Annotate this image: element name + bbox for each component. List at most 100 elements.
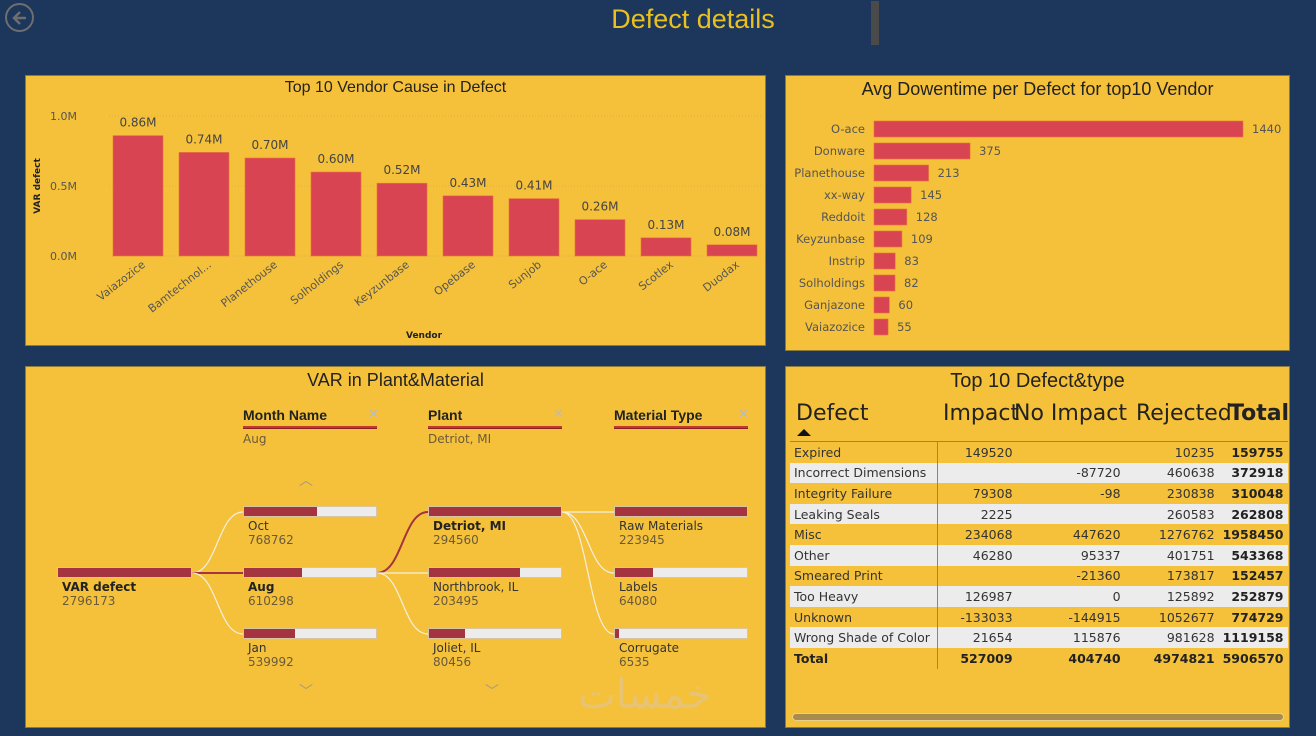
back-button[interactable] — [5, 3, 34, 32]
remove-month-level-icon[interactable]: ✕ — [368, 407, 379, 422]
value-fill — [615, 629, 619, 638]
material-node-bar[interactable] — [614, 567, 748, 578]
data-label: 0.86M — [119, 116, 156, 130]
node-name: Jan — [248, 641, 267, 655]
col-header-defect[interactable]: Defect — [796, 401, 869, 426]
material-node-label: Corrugate 6535 — [619, 641, 679, 669]
defect-table-panel: Top 10 Defect&type Defect Impact No Impa… — [785, 366, 1290, 728]
node-value: 294560 — [433, 533, 479, 547]
x-axis-label: Vendor — [406, 331, 443, 341]
value-fill — [429, 568, 521, 577]
table-row[interactable]: Leaking Seals 2225 260583 262808 — [790, 503, 1288, 525]
value-cell — [937, 462, 1017, 484]
level-header-plant[interactable]: Plant — [428, 407, 463, 423]
downtime-chart-title: Avg Dowentime per Defect for top10 Vendo… — [861, 79, 1214, 99]
remove-plant-level-icon[interactable]: ✕ — [553, 407, 564, 422]
node-name: Detriot, MI — [433, 519, 506, 533]
value-cell: 260583 — [1124, 503, 1219, 525]
table-row[interactable]: Incorrect Dimensions -87720 460638 372918 — [790, 462, 1288, 484]
value-cell: 543368 — [1218, 544, 1288, 566]
table-row[interactable]: Wrong Shade of Color 21654 115876 981628 111… — [790, 627, 1288, 648]
decomp-title: VAR in Plant&Material — [307, 370, 484, 390]
level-underline — [614, 426, 748, 429]
category-label: Donware — [814, 144, 865, 158]
remove-material-level-icon[interactable]: ✕ — [738, 407, 749, 422]
node-name: Corrugate — [619, 641, 680, 655]
table-row[interactable]: Other 46280 95337 401751 543368 — [790, 544, 1288, 566]
month-node-bar[interactable] — [243, 506, 377, 517]
data-label: 145 — [920, 188, 942, 202]
value-cell: -87720 — [1016, 462, 1125, 484]
defect-table: Expired 149520 10235 159755 Incorrect Dimens… — [790, 442, 1288, 669]
data-label: 60 — [898, 298, 913, 312]
data-label: 0.08M — [713, 225, 750, 239]
value-cell: 126987 — [937, 586, 1017, 607]
x-tick-label: O-ace — [576, 258, 610, 288]
value-cell: 372918 — [1218, 462, 1288, 484]
vendor-chart-panel: Top 10 Vendor Cause in Defect 0.0M 0.5M 1.… — [25, 75, 766, 346]
watermark: خمسات — [578, 672, 712, 718]
data-label: 109 — [911, 232, 933, 246]
plant-node-bar[interactable] — [428, 567, 562, 578]
table-row[interactable]: Smeared Print -21360 173817 152457 — [790, 565, 1288, 587]
node-value: 768762 — [248, 533, 294, 547]
node-name: Oct — [248, 519, 269, 533]
col-header-total[interactable]: Total — [1229, 401, 1290, 426]
plant-node-bar[interactable] — [428, 506, 562, 517]
plant-node-label: Northbrook, IL 203495 — [433, 580, 518, 608]
node-name: Aug — [248, 580, 275, 594]
col-header-no-impact[interactable]: No Impact — [1014, 401, 1127, 426]
category-label: xx-way — [824, 188, 865, 202]
material-node-bar[interactable] — [614, 628, 748, 639]
value-cell: 0 — [1016, 586, 1125, 607]
material-node-bar[interactable] — [614, 506, 748, 517]
root-node-bar[interactable] — [57, 567, 192, 578]
value-cell: 125892 — [1124, 586, 1219, 607]
y-tick-label: 0.5M — [50, 180, 77, 193]
tree-connectors — [191, 511, 615, 635]
level-header-material[interactable]: Material Type — [614, 407, 703, 423]
value-cell: -98 — [1100, 485, 1121, 501]
downtime-chart-panel: Avg Dowentime per Defect for top10 Vendo… — [785, 75, 1290, 351]
total-value: 527009 — [960, 650, 1013, 666]
data-label: 0.74M — [185, 132, 222, 146]
col-header-impact[interactable]: Impact — [943, 401, 1020, 426]
defect-name-cell: Wrong Shade of Color — [790, 627, 938, 648]
x-tick-label: Opebase — [432, 258, 479, 298]
value-cell: 1958450 — [1222, 527, 1284, 543]
month-node-bar[interactable] — [243, 628, 377, 639]
table-row[interactable]: Integrity Failure 79308 -98 230838 310048 — [790, 483, 1288, 504]
bar — [310, 171, 362, 257]
month-node-label: Aug 610298 — [248, 580, 294, 608]
total-row: Total 527009 404740 4974821 5906570 — [790, 647, 1288, 669]
data-label: 0.26M — [581, 200, 618, 214]
value-cell: 230838 — [1166, 485, 1215, 501]
bar — [873, 296, 890, 314]
defect-name-cell: Leaking Seals — [790, 503, 938, 525]
value-fill — [429, 507, 561, 516]
bar — [873, 318, 889, 336]
data-label: 83 — [904, 254, 919, 268]
scroll-down-chevron-icon[interactable]: ﹀ — [299, 684, 313, 700]
level-header-month[interactable]: Month Name — [243, 407, 327, 423]
value-cell: -144915 — [1068, 609, 1121, 625]
decomposition-tree-panel: VAR in Plant&Material Month Name ✕ Aug P… — [25, 366, 766, 728]
node-value: 203495 — [433, 594, 479, 608]
horizontal-scrollbar[interactable] — [792, 713, 1284, 721]
bar — [873, 120, 1244, 138]
sort-ascending-icon[interactable] — [797, 429, 811, 436]
table-row[interactable]: Too Heavy 126987 0 125892 252879 — [790, 586, 1288, 607]
scroll-up-chevron-icon[interactable]: ︿ — [299, 473, 313, 489]
col-header-rejected[interactable]: Rejected — [1136, 401, 1232, 426]
defect-name-cell: Expired — [790, 442, 938, 463]
month-node-bar[interactable] — [243, 567, 377, 578]
table-row[interactable]: Misc 234068 447620 1276762 1958450 — [790, 524, 1288, 545]
table-row[interactable]: Unknown -133033 -144915 1052677 774729 — [790, 606, 1288, 628]
connector — [191, 572, 244, 635]
defect-name-cell: Unknown — [790, 606, 938, 628]
scroll-down-chevron-icon[interactable]: ﹀ — [485, 684, 499, 700]
plant-node-bar[interactable] — [428, 628, 562, 639]
level-selected-plant: Detriot, MI — [428, 432, 492, 446]
table-row[interactable]: Expired 149520 10235 159755 — [790, 442, 1288, 463]
bar — [873, 230, 903, 248]
